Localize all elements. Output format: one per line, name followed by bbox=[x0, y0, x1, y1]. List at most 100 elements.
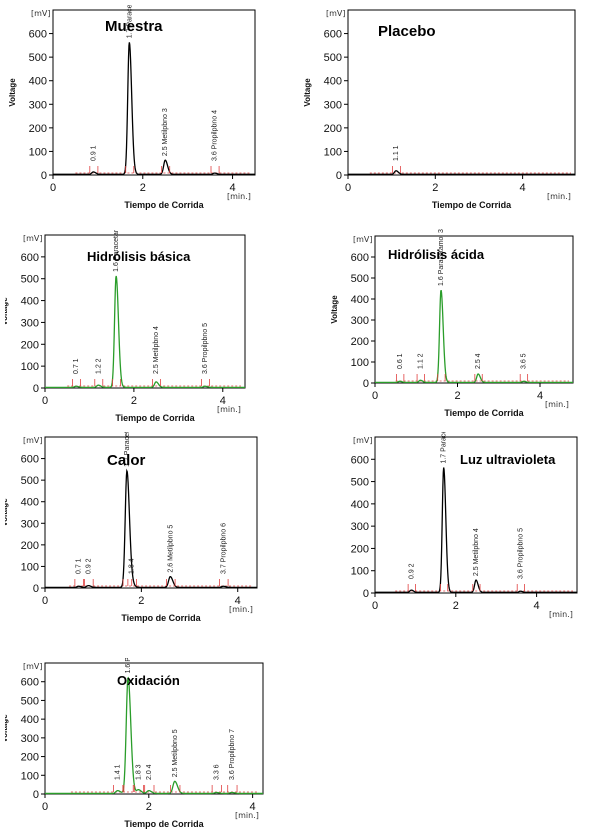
plot-frame bbox=[44, 234, 246, 389]
y-tick-label: 300 bbox=[21, 518, 39, 530]
plot-frame bbox=[374, 235, 574, 384]
x-unit: [min.] bbox=[235, 811, 259, 820]
y-tick-label: 600 bbox=[29, 29, 47, 41]
y-unit: [mV] bbox=[353, 235, 373, 244]
peak-label: 3.6 Propilpbno 4 bbox=[212, 110, 219, 161]
peak-label: 1.6 Paracetamol 3 bbox=[438, 229, 445, 286]
y-axis-label: Voltage bbox=[5, 297, 9, 326]
chart-title: Luz ultravioleta bbox=[460, 452, 556, 467]
chromatogram-svg: 0 100 200 300 400 500 600 0 2 4 [mV] [min.] Voltage T… bbox=[5, 432, 258, 623]
x-tick-label: 2 bbox=[140, 182, 146, 194]
peak: 3.6 Propilpbno 5 bbox=[516, 528, 525, 591]
chromatogram-svg: 0100200300400500600024[mV][min.]Voltage0… bbox=[351, 432, 578, 619]
plot-frame bbox=[374, 436, 578, 594]
peak: 2.5 Metilpbno 4 bbox=[152, 326, 161, 386]
y-tick-label: 0 bbox=[33, 383, 39, 395]
plot-frame bbox=[44, 662, 264, 795]
peak: 1.4 1 bbox=[113, 764, 124, 792]
x-axis-label: Tiempo de Corrida bbox=[432, 200, 512, 210]
peak: 3.6 5 bbox=[519, 353, 529, 381]
peak-label: 2.5 Metilpbno 4 bbox=[473, 528, 480, 576]
y-tick-label: 300 bbox=[21, 733, 39, 745]
x-axis-label: Tiempo de Corrida bbox=[115, 413, 195, 423]
y-tick-label: 100 bbox=[351, 357, 369, 369]
y-axis-label: Voltage bbox=[303, 78, 312, 107]
x-unit: [min.] bbox=[545, 400, 569, 409]
x-tick-label: 2 bbox=[454, 390, 460, 402]
x-tick-label: 2 bbox=[146, 801, 152, 813]
chart-title: Muestra bbox=[105, 18, 163, 35]
peak-label: 1.1 1 bbox=[393, 145, 400, 161]
chart-hidrolisis-acida: 0 100 200 300 400 500 600 0 2 4 [mV] [min.] Voltage T… bbox=[330, 228, 585, 423]
y-tick-label: 0 bbox=[336, 170, 342, 182]
x-tick-label: 4 bbox=[229, 182, 235, 194]
x-tick-label: 0 bbox=[42, 801, 48, 813]
y-tick-label: 500 bbox=[21, 274, 39, 286]
peak-label: 2.0 4 bbox=[146, 764, 153, 780]
x-axis-label: Tiempo de Corrida bbox=[121, 613, 201, 623]
x-tick-label: 4 bbox=[220, 395, 226, 407]
peak: 3.3 6 bbox=[211, 764, 222, 792]
chromatogram-svg: 0 100 200 300 400 500 600 0 2 4 [mV] [min.] Voltage T… bbox=[5, 658, 264, 829]
chromatogram-trace bbox=[45, 468, 257, 588]
peak: 0.9 1 bbox=[89, 145, 99, 173]
peak: 1.1 1 bbox=[392, 145, 401, 173]
y-axis-label: Voltage bbox=[5, 498, 9, 527]
peak-label: 2.5 4 bbox=[475, 353, 482, 369]
peak: 1.6 Paracetamol 2 bbox=[123, 658, 134, 792]
x-tick-label: 0 bbox=[372, 390, 378, 402]
y-unit: [mV] bbox=[23, 662, 43, 671]
peak: 2.5 Metilpbno 3 bbox=[161, 108, 171, 173]
x-tick-label: 0 bbox=[50, 182, 56, 194]
peak: 0.7 1 bbox=[74, 558, 84, 586]
x-tick-label: 0 bbox=[42, 595, 48, 607]
peak-label: 1.7 Paracetamol 3 bbox=[441, 432, 448, 464]
chromatogram-trace bbox=[45, 676, 263, 795]
chart-luz-ultravioleta: 0100200300400500600024[mV][min.]Voltage0… bbox=[340, 432, 585, 637]
x-tick-label: 4 bbox=[537, 390, 543, 402]
peak: 2.5 4 bbox=[474, 353, 483, 381]
chart-title: Oxidación bbox=[117, 673, 180, 688]
y-axis-label: Voltage bbox=[330, 295, 339, 324]
chart-calor: 0 100 200 300 400 500 600 0 2 4 [mV] [min.] Voltage T… bbox=[5, 432, 267, 632]
peak-label: 0.6 1 bbox=[397, 353, 404, 369]
chart-title: Hidrólisis básica bbox=[87, 249, 191, 264]
peak-label: 2.6 Metilpbno 5 bbox=[167, 525, 174, 573]
peak: 2.5 Metilpbno 4 bbox=[472, 528, 481, 591]
y-axis-label: Voltage bbox=[5, 714, 9, 743]
y-tick-label: 300 bbox=[351, 315, 369, 327]
y-tick-label: 200 bbox=[29, 123, 47, 135]
y-tick-label: 300 bbox=[21, 317, 39, 329]
peak: 2.6 Metilpbno 5 bbox=[166, 525, 176, 586]
peak-label: 1.6 Paracetamol 2 bbox=[125, 658, 132, 673]
peak: 2.0 4 bbox=[144, 764, 155, 792]
x-unit: [min.] bbox=[217, 405, 241, 414]
peak: 1.6 Paracetamol 3 bbox=[437, 229, 446, 381]
peak-label: 0.7 1 bbox=[73, 358, 80, 374]
y-tick-label: 0 bbox=[33, 583, 39, 595]
x-unit: [min.] bbox=[547, 192, 571, 201]
peak: 0.6 1 bbox=[396, 353, 405, 381]
peak-label: 3.6 Propilpbno 7 bbox=[229, 729, 236, 780]
chart-hidrolisis-basica: 0 100 200 300 400 500 600 0 2 4 [mV] [min.] Voltage T… bbox=[5, 230, 255, 430]
x-axis-label: Tiempo de Corrida bbox=[124, 819, 204, 829]
y-tick-label: 600 bbox=[21, 677, 39, 689]
peak-label: 2.5 Metilpbno 5 bbox=[172, 729, 179, 777]
peak: 0.9 2 bbox=[84, 558, 94, 586]
peak: 2.5 Metilpbno 5 bbox=[170, 729, 181, 792]
x-unit: [min.] bbox=[227, 192, 251, 201]
x-tick-label: 4 bbox=[250, 801, 256, 813]
x-tick-label: 2 bbox=[131, 395, 137, 407]
y-unit: [mV] bbox=[23, 436, 43, 445]
chromatogram-svg: 0 100 200 300 400 500 600 0 2 4 [mV] [min.] Voltage T… bbox=[8, 5, 256, 210]
chromatogram-trace bbox=[53, 42, 255, 175]
peak: 3.6 Propilpbno 7 bbox=[227, 729, 238, 792]
plot-frame bbox=[347, 9, 576, 176]
chromatogram-trace bbox=[45, 275, 245, 388]
x-tick-label: 0 bbox=[42, 395, 48, 407]
peak: 1.8 4 bbox=[127, 558, 137, 586]
chart-title: Placebo bbox=[378, 23, 436, 40]
y-tick-label: 400 bbox=[29, 76, 47, 88]
y-tick-label: 400 bbox=[351, 294, 369, 306]
y-tick-label: 400 bbox=[21, 714, 39, 726]
